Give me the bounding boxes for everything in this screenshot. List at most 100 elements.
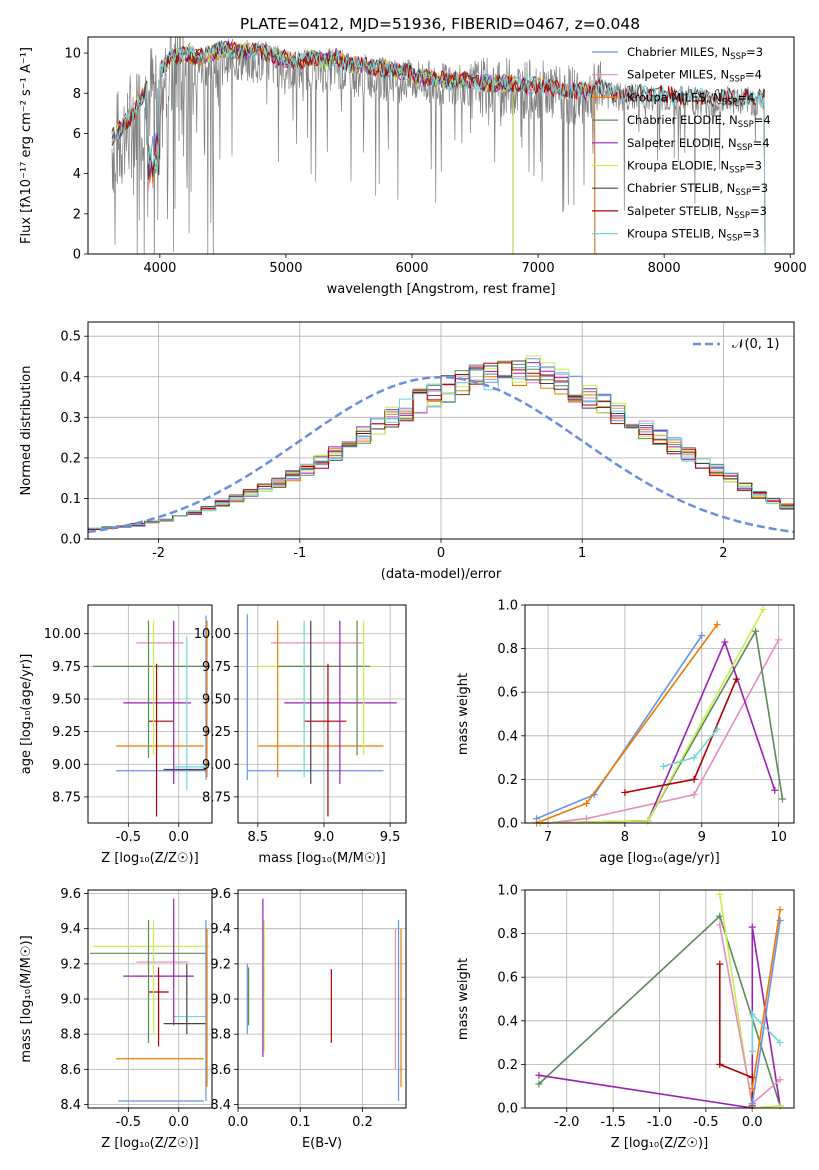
spectrum-ytick-label: 8 [73, 87, 81, 102]
weight-vs-age-ytick-label: 0.6 [497, 686, 518, 701]
mass-vs-z-ytick-label: 9.6 [60, 887, 81, 902]
mass-vs-z-ytick-label: 9.0 [60, 993, 81, 1008]
mass-vs-z-plot-area [90, 898, 209, 1102]
legend-label: Salpeter ELODIE, NSSP=4 [627, 136, 770, 153]
mass-vs-z-ytick-label: 8.6 [60, 1063, 81, 1078]
legend-label: Chabrier MILES, NSSP=3 [627, 45, 763, 62]
residual-histogram-xtick-label: 0 [437, 546, 445, 561]
legend-label-main: Kroupa MILES, N [627, 90, 722, 104]
weight-series-line [718, 964, 754, 1106]
legend-label-sub: SSP [727, 234, 743, 244]
legend-label-suffix: =3 [742, 227, 759, 241]
legend-label: Chabrier ELODIE, NSSP=4 [627, 113, 771, 130]
legend-label-sub: SSP [734, 211, 750, 221]
mass-vs-z-ytick-label: 8.4 [60, 1098, 81, 1113]
legend-label-suffix: =4 [754, 113, 771, 127]
mass-vs-ebv-ytick-label: 8.4 [210, 1098, 231, 1113]
mass-vs-z-xlabel: Z [log₁₀(Z/Z☉)] [101, 1136, 198, 1151]
age-vs-mass-ytick-label: 9.25 [202, 725, 231, 740]
age-vs-z-ytick-label: 8.75 [52, 790, 81, 805]
age-vs-mass-ytick-label: 9.00 [202, 758, 231, 773]
legend-label-suffix: =4 [737, 90, 754, 104]
legend-label: Salpeter MILES, NSSP=4 [627, 68, 762, 85]
mass-vs-z-xtick-label: 0.0 [168, 1115, 189, 1130]
legend-label-sub: SSP [729, 166, 745, 176]
spectrum-ytick-label: 6 [73, 127, 81, 142]
mass-vs-ebv-ytick-label: 9.6 [210, 887, 231, 902]
weight-series-line [751, 909, 781, 1089]
legend-label-sub: SSP [738, 120, 754, 130]
residual-histogram-xtick-label: 1 [578, 546, 586, 561]
residual-histogram-xlabel: (data-model)/error [381, 567, 502, 582]
legend-label-main: Salpeter ELODIE, N [627, 136, 737, 150]
mass-vs-ebv-xtick-label: 0.1 [290, 1115, 311, 1130]
mass-vs-ebv-ytick-label: 9.4 [210, 922, 231, 937]
residual-histogram-ytick-label: 0.4 [60, 370, 81, 385]
age-vs-z-xtick-label: 0.0 [168, 830, 189, 845]
weight-vs-age-ytick-label: 1.0 [497, 599, 518, 614]
spectrum-xtick-label: 6000 [395, 261, 428, 276]
mass-vs-z-ylabel: mass [log₁₀(M/M☉)] [19, 935, 34, 1062]
legend-label-normal: 𝒩(0, 1) [732, 337, 779, 352]
legend-label-suffix: =3 [750, 204, 767, 218]
spectrum-xtick-label: 8000 [648, 261, 681, 276]
age-vs-z-ytick-label: 9.50 [52, 692, 81, 707]
age-vs-z-frame [87, 604, 213, 824]
mass-vs-ebv-xtick-label: 0.2 [352, 1115, 373, 1130]
weight-vs-age-xlabel: age [log₁₀(age/yr)] [599, 851, 720, 866]
weight-vs-age-xtick-label: 9 [698, 830, 706, 845]
age-vs-z-xlabel: Z [log₁₀(Z/Z☉)] [101, 851, 198, 866]
weight-vs-z-xtick-label: -1.5 [600, 1115, 625, 1130]
age-vs-mass-xtick-label: 9.5 [380, 830, 401, 845]
legend-label-suffix: =3 [746, 45, 763, 59]
weight-series-line [540, 628, 784, 824]
weight-vs-z-xtick-label: -2.0 [554, 1115, 579, 1130]
legend-label-main: Salpeter MILES, N [627, 68, 729, 82]
histogram-step [88, 365, 794, 530]
weight-vs-age-ytick-label: 0.8 [497, 642, 518, 657]
legend-label-main: Chabrier MILES, N [627, 45, 730, 59]
mass-vs-ebv-ytick-label: 9.0 [210, 993, 231, 1008]
residual-histogram-ytick-label: 0.1 [60, 492, 81, 507]
spectrum-model-line [111, 41, 766, 254]
age-vs-z-ytick-label: 10.00 [44, 627, 81, 642]
legend-label-main: Kroupa ELODIE, N [627, 159, 729, 173]
histogram-step [88, 360, 794, 530]
weight-vs-z-xtick-label: -1.0 [647, 1115, 672, 1130]
weight-vs-z-frame [524, 889, 795, 1109]
weight-series-line [536, 635, 703, 820]
age-vs-z-ytick-label: 9.25 [52, 725, 81, 740]
weight-vs-z-ytick-label: 0.8 [497, 927, 518, 942]
spectrum-model-line [111, 41, 766, 254]
age-vs-z-ylabel: age [log₁₀(age/yr)] [19, 654, 34, 775]
legend-label-sub: SSP [735, 188, 751, 198]
age-vs-mass-ytick-label: 10.00 [194, 627, 231, 642]
age-vs-mass-xtick-label: 9.0 [314, 830, 335, 845]
weight-vs-z-xlabel: Z [log₁₀(Z/Z☉)] [611, 1136, 708, 1151]
mass-vs-ebv-ytick-label: 8.8 [210, 1028, 231, 1043]
weight-vs-age-xtick-label: 7 [544, 830, 552, 845]
mass-vs-z-xtick-label: -0.5 [116, 1115, 141, 1130]
age-vs-z-xtick-label: -0.5 [116, 830, 141, 845]
legend-label-sub: SSP [722, 97, 738, 107]
spectrum-xtick-label: 4000 [143, 261, 176, 276]
age-vs-mass-ytick-label: 9.50 [202, 692, 231, 707]
weight-vs-z-xtick-label: -0.5 [693, 1115, 718, 1130]
residual-histogram-xtick-label: -2 [152, 546, 165, 561]
legend-label-main: Chabrier STELIB, N [627, 181, 735, 195]
residual-histogram-ytick-label: 0.5 [60, 330, 81, 345]
legend-label: Salpeter STELIB, NSSP=3 [627, 204, 767, 221]
spectrum-ytick-label: 4 [73, 167, 81, 182]
weight-vs-z-ytick-label: 0.4 [497, 1014, 518, 1029]
age-vs-mass-plot-area [246, 614, 397, 817]
age-vs-z-ytick-label: 9.00 [52, 758, 81, 773]
weight-vs-age-ytick-label: 0.2 [497, 773, 518, 788]
weight-vs-age-frame [524, 604, 795, 824]
weight-vs-z-ytick-label: 1.0 [497, 884, 518, 899]
mass-vs-ebv-xtick-label: 0.0 [228, 1115, 249, 1130]
legend-label: Kroupa MILES, NSSP=4 [627, 90, 754, 107]
mass-vs-z-ytick-label: 9.4 [60, 922, 81, 937]
spectrum-ylabel: Flux [fλ10⁻¹⁷ erg cm⁻² s⁻¹ A⁻¹] [19, 47, 34, 244]
weight-vs-age-xtick-label: 8 [621, 830, 629, 845]
